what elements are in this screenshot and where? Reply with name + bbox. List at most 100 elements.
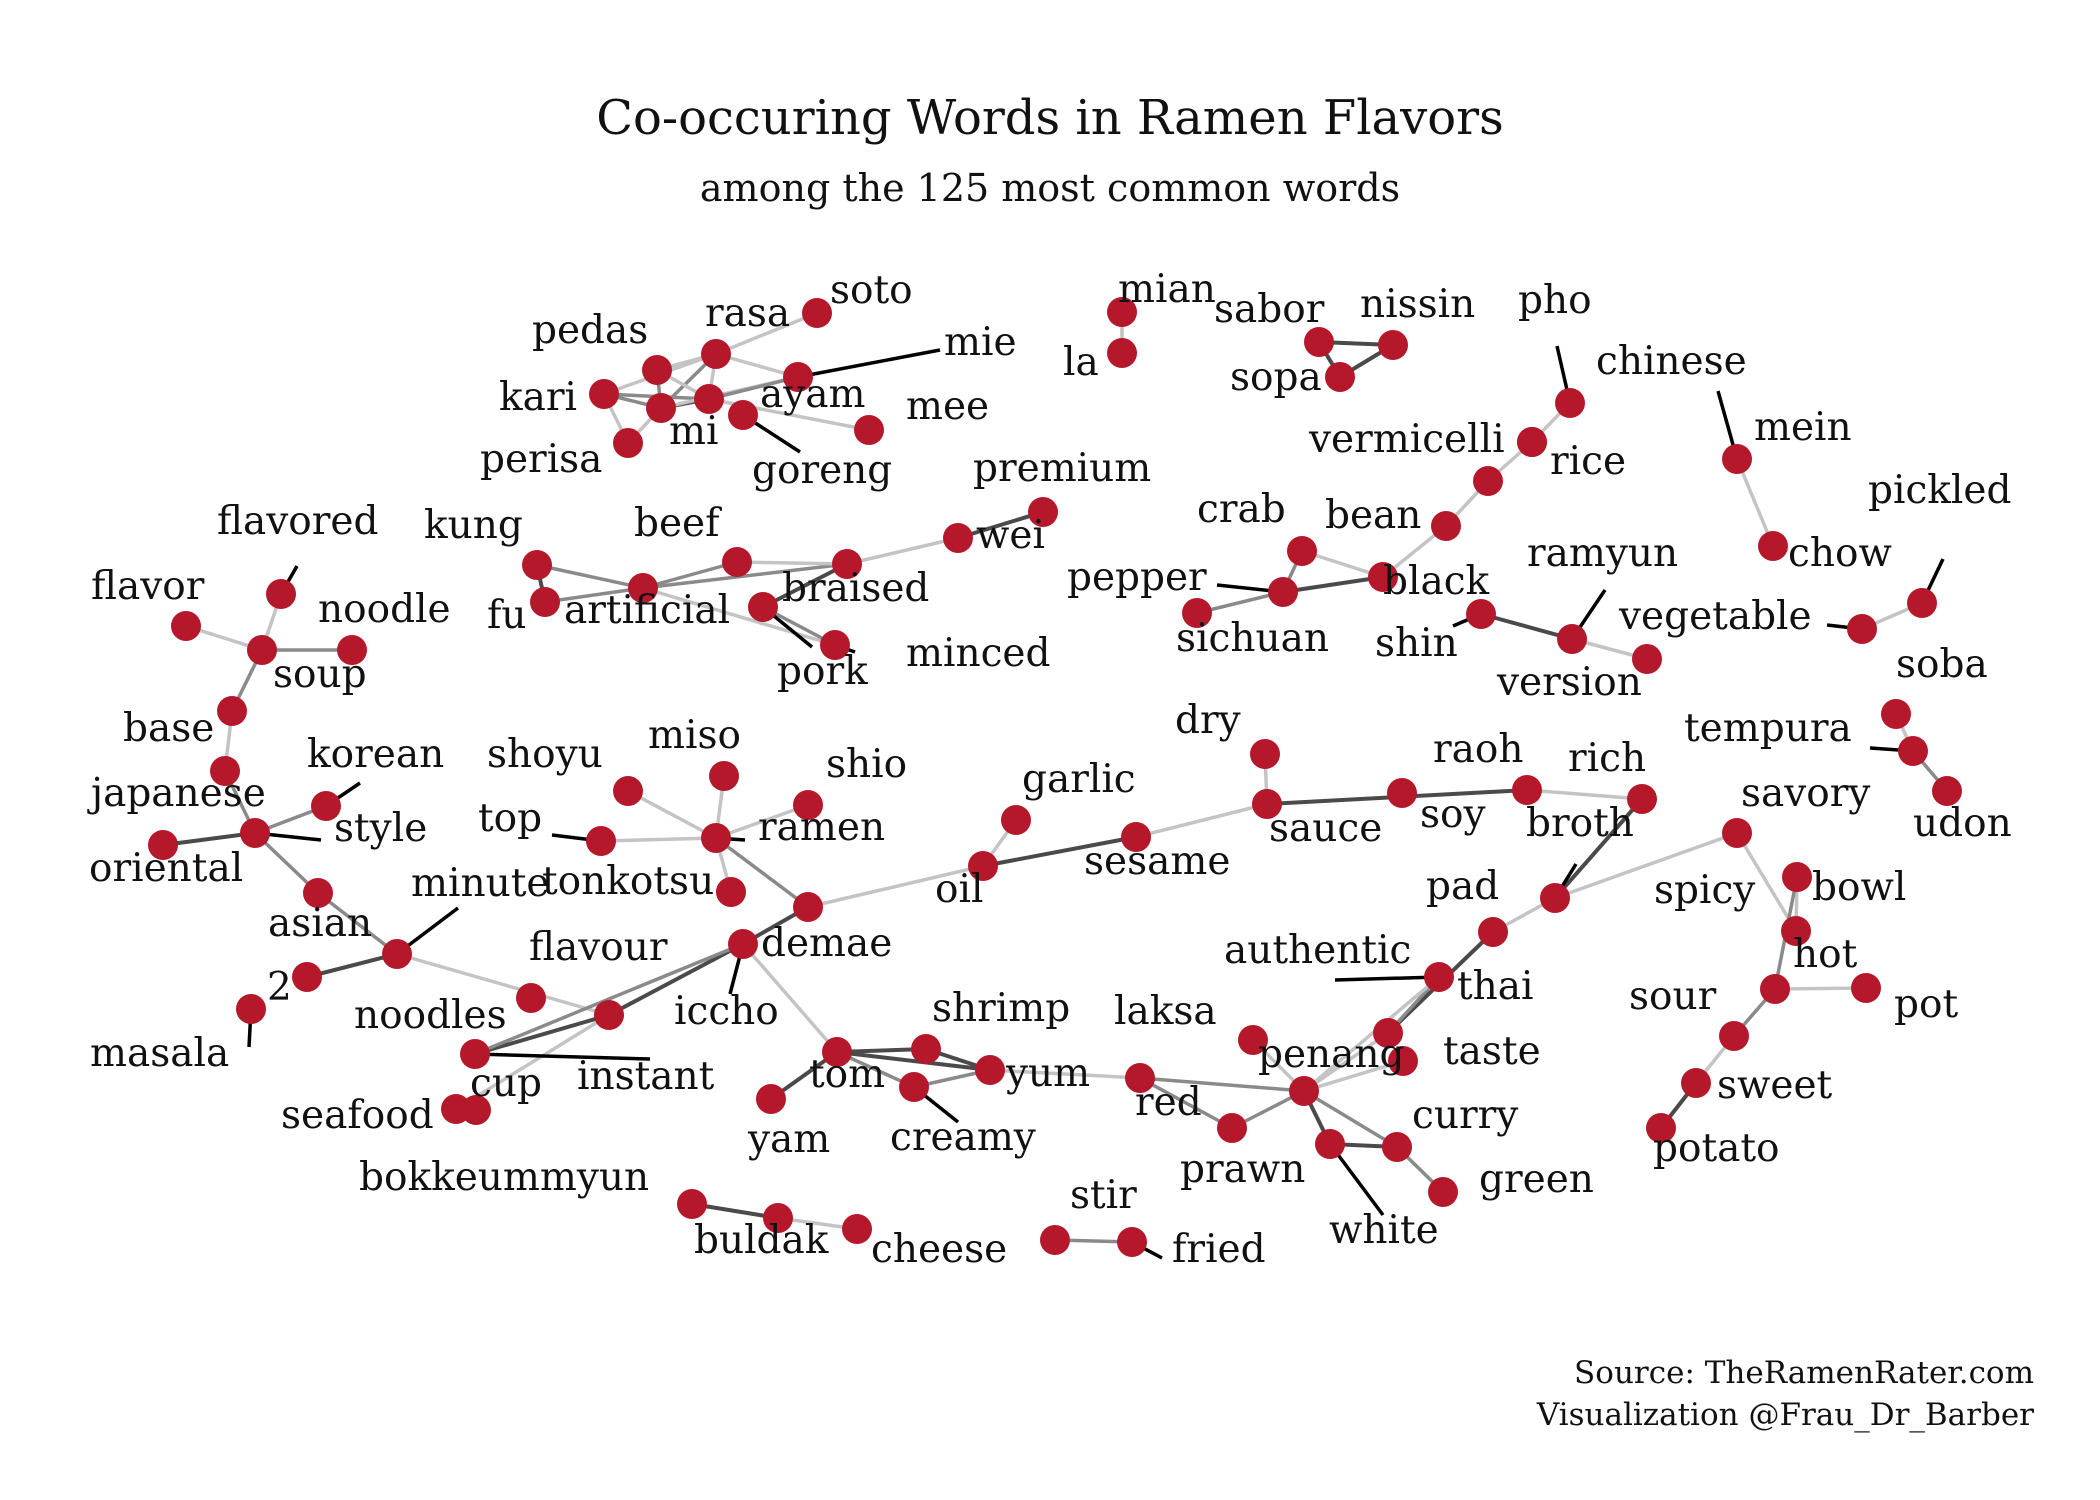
- node-asian: [303, 878, 333, 908]
- node-masala: [236, 994, 266, 1024]
- edge-thai-penang: [1302, 1031, 1390, 1093]
- node-beef: [722, 547, 752, 577]
- label-miso: miso: [648, 713, 741, 758]
- node-layer: [148, 297, 1962, 1257]
- node-flavour: [516, 983, 546, 1013]
- node-base: [217, 696, 247, 726]
- label-pad: pad: [1426, 864, 1499, 909]
- label-cheese: cheese: [871, 1227, 1007, 1272]
- node-shrimp: [911, 1034, 941, 1064]
- node-tom: [822, 1037, 852, 1067]
- label-buldak: buldak: [694, 1218, 829, 1263]
- label-noodle: noodle: [318, 587, 451, 632]
- node-pickled: [1907, 588, 1937, 618]
- label-potato: potato: [1653, 1126, 1780, 1171]
- edge-artificial-beef: [641, 560, 739, 590]
- label-oil: oil: [935, 867, 983, 912]
- label-dry: dry: [1175, 698, 1241, 743]
- label-udon: udon: [1913, 801, 2012, 846]
- label-noodles: noodles: [354, 993, 507, 1038]
- label-kari: kari: [499, 375, 577, 420]
- node-sopa: [1325, 362, 1355, 392]
- label-savory: savory: [1741, 771, 1870, 816]
- node-sour: [1719, 1021, 1749, 1051]
- label-nissin: nissin: [1360, 282, 1475, 327]
- node-mian: [1107, 297, 1137, 327]
- label-version: version: [1496, 660, 1642, 705]
- node-prawn: [1217, 1113, 1247, 1143]
- label-taste: taste: [1443, 1029, 1541, 1074]
- node-seafood: [461, 1095, 491, 1125]
- label-mie: mie: [944, 320, 1017, 365]
- node-green: [1428, 1177, 1458, 1207]
- edge-tom-yum: [835, 1050, 992, 1072]
- node-rice: [1517, 427, 1547, 457]
- node-bean: [1431, 511, 1461, 541]
- edge-noodles-cup: [454, 1013, 611, 1111]
- edge-minute-noodles: [395, 952, 611, 1017]
- node-flavored: [266, 579, 296, 609]
- node-oriental: [148, 830, 178, 860]
- label-pickled: pickled: [1868, 468, 2011, 513]
- label-japanese: japanese: [87, 771, 266, 816]
- edge-shoyu-ramen: [626, 789, 718, 840]
- label-minute: minute: [411, 861, 549, 906]
- label-2: 2: [267, 965, 292, 1010]
- edge-sesame-sauce: [1134, 802, 1269, 839]
- node-goreng: [728, 400, 758, 430]
- node-sichuan: [1182, 598, 1212, 628]
- node-shoyu: [613, 776, 643, 806]
- edge-asian-minute: [316, 891, 399, 956]
- label-top: top: [478, 796, 542, 841]
- label-goreng: goreng: [752, 448, 892, 493]
- edge-artificial-braised: [641, 562, 849, 590]
- label-pot: pot: [1894, 982, 1958, 1027]
- label-flavor: flavor: [91, 564, 205, 609]
- node-raoh: [1387, 778, 1417, 808]
- edge-instant-iccho: [473, 942, 745, 1056]
- node-creamy: [899, 1072, 929, 1102]
- node-potato: [1646, 1113, 1676, 1143]
- label-authentic: authentic: [1224, 928, 1411, 973]
- label-yum: yum: [1005, 1051, 1090, 1096]
- label-tempura: tempura: [1684, 706, 1852, 751]
- label-fu: fu: [487, 593, 527, 638]
- edge-shio-ramen: [714, 803, 810, 840]
- label-raoh: raoh: [1433, 727, 1524, 772]
- node-cheese: [842, 1214, 872, 1244]
- edge-soto-rasa: [714, 311, 819, 356]
- label-pork: pork: [777, 649, 868, 694]
- node-stir: [1040, 1225, 1070, 1255]
- node-2: [292, 962, 322, 992]
- edge-braised-pork: [761, 562, 849, 609]
- label-sesame: sesame: [1084, 839, 1230, 884]
- label-crab: crab: [1197, 487, 1286, 532]
- label-mian: mian: [1118, 267, 1216, 312]
- node-fried: [1117, 1227, 1147, 1257]
- label-sauce: sauce: [1269, 806, 1382, 851]
- edge-hot-pot: [1773, 986, 1868, 991]
- node-hot: [1760, 974, 1790, 1004]
- node-shio: [793, 790, 823, 820]
- label-braised: braised: [782, 566, 929, 611]
- node-ramyun: [1557, 624, 1587, 654]
- label-shio: shio: [826, 742, 907, 787]
- node-version: [1632, 644, 1662, 674]
- label-instant: instant: [577, 1054, 715, 1099]
- label-fried: fried: [1172, 1227, 1266, 1272]
- node-garlic: [1001, 805, 1031, 835]
- node-perisa: [613, 428, 643, 458]
- node-penang: [1289, 1076, 1319, 1106]
- node-authentic: [1424, 962, 1454, 992]
- node-nissin: [1378, 330, 1408, 360]
- label-thai: thai: [1457, 964, 1534, 1009]
- label-cup: cup: [470, 1061, 542, 1106]
- node-vermicelli: [1473, 466, 1503, 496]
- label-artificial: artificial: [564, 588, 730, 633]
- label-broth: broth: [1526, 801, 1634, 846]
- label-prawn: prawn: [1180, 1147, 1305, 1192]
- edge-noodles-instant: [473, 1013, 611, 1056]
- label-flavored: flavored: [217, 499, 378, 544]
- label-oriental: oriental: [89, 846, 243, 891]
- edge-style-oriental: [161, 831, 257, 847]
